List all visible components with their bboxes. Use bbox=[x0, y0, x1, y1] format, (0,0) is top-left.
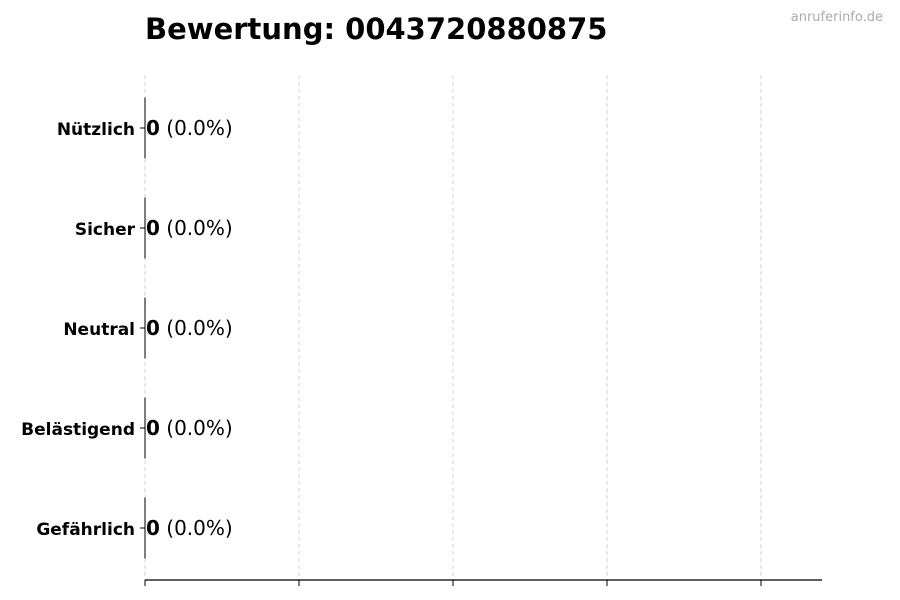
value-percent: (0.0%) bbox=[160, 416, 233, 440]
value-percent: (0.0%) bbox=[160, 516, 233, 540]
value-label: 0 (0.0%) bbox=[146, 116, 233, 140]
value-count: 0 bbox=[146, 216, 160, 240]
category-label: Gefährlich bbox=[36, 520, 135, 540]
chart-title: Bewertung: 0043720880875 bbox=[145, 12, 608, 46]
watermark: anruferinfo.de bbox=[790, 10, 883, 25]
value-percent: (0.0%) bbox=[160, 316, 233, 340]
category-label: Nützlich bbox=[57, 120, 135, 140]
value-percent: (0.0%) bbox=[160, 216, 233, 240]
value-label: 0 (0.0%) bbox=[146, 316, 233, 340]
value-label: 0 (0.0%) bbox=[146, 516, 233, 540]
value-count: 0 bbox=[146, 516, 160, 540]
value-count: 0 bbox=[146, 116, 160, 140]
value-label: 0 (0.0%) bbox=[146, 416, 233, 440]
category-label: Belästigend bbox=[21, 420, 135, 440]
category-label: Sicher bbox=[75, 220, 136, 240]
value-label: 0 (0.0%) bbox=[146, 216, 233, 240]
value-percent: (0.0%) bbox=[160, 116, 233, 140]
value-count: 0 bbox=[146, 416, 160, 440]
category-label: Neutral bbox=[63, 320, 135, 340]
value-count: 0 bbox=[146, 316, 160, 340]
